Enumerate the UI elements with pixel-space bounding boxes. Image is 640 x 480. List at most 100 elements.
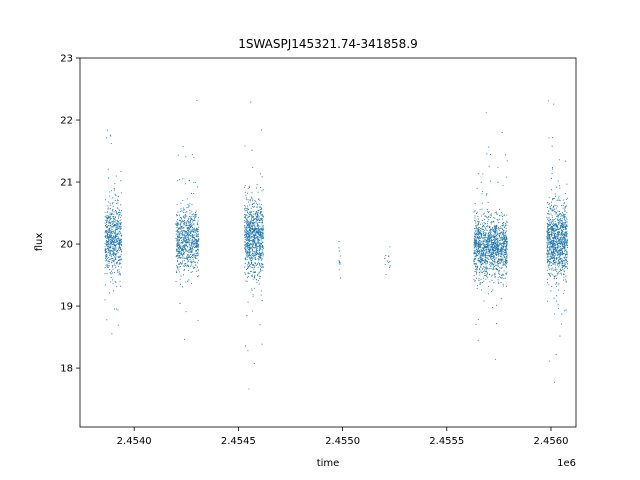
data-point bbox=[565, 281, 567, 283]
data-point bbox=[548, 243, 550, 246]
data-point bbox=[107, 243, 109, 245]
data-point bbox=[120, 259, 123, 261]
data-point bbox=[498, 215, 501, 217]
data-point bbox=[500, 211, 502, 213]
data-point bbox=[482, 253, 484, 255]
data-point bbox=[488, 165, 490, 167]
data-point bbox=[559, 221, 561, 223]
data-point bbox=[482, 270, 484, 273]
data-point bbox=[474, 280, 476, 282]
data-point bbox=[189, 238, 191, 240]
data-point bbox=[114, 224, 116, 226]
data-point bbox=[566, 238, 568, 240]
data-point bbox=[117, 243, 119, 245]
data-point bbox=[495, 238, 498, 240]
data-point bbox=[498, 269, 501, 271]
data-point bbox=[261, 343, 263, 345]
data-point bbox=[251, 255, 254, 257]
data-point bbox=[120, 228, 122, 230]
data-point bbox=[546, 240, 548, 242]
data-point bbox=[192, 223, 194, 225]
data-point bbox=[250, 256, 252, 258]
data-point bbox=[117, 255, 119, 258]
data-point bbox=[550, 177, 553, 179]
data-point bbox=[474, 280, 476, 282]
data-point bbox=[555, 283, 557, 285]
data-point bbox=[254, 221, 256, 224]
data-point bbox=[256, 225, 258, 227]
data-point bbox=[198, 240, 200, 242]
data-point bbox=[110, 238, 112, 240]
data-point bbox=[259, 250, 261, 252]
data-point bbox=[106, 232, 108, 234]
data-point bbox=[497, 181, 499, 183]
data-point bbox=[483, 233, 485, 235]
data-point bbox=[246, 243, 248, 245]
data-point bbox=[253, 275, 255, 277]
data-point bbox=[497, 243, 499, 245]
data-point bbox=[249, 237, 251, 239]
data-point bbox=[248, 253, 250, 255]
data-point bbox=[559, 187, 561, 189]
data-point bbox=[552, 240, 554, 243]
data-point bbox=[550, 245, 552, 248]
data-point bbox=[248, 186, 251, 188]
data-point bbox=[250, 214, 252, 216]
data-point bbox=[176, 214, 178, 216]
data-point bbox=[489, 232, 492, 235]
data-point bbox=[120, 259, 122, 261]
data-point bbox=[546, 231, 548, 233]
data-point bbox=[558, 197, 560, 199]
data-point bbox=[553, 227, 555, 229]
data-point bbox=[178, 243, 180, 245]
data-point bbox=[564, 279, 566, 281]
data-point bbox=[109, 237, 111, 239]
data-point bbox=[549, 261, 551, 263]
data-point bbox=[496, 231, 498, 233]
data-point bbox=[553, 103, 555, 105]
data-point bbox=[247, 192, 249, 194]
data-point bbox=[182, 178, 184, 180]
data-point bbox=[485, 252, 487, 254]
data-point bbox=[246, 248, 248, 250]
data-point bbox=[112, 220, 114, 222]
data-point bbox=[492, 249, 494, 251]
data-point bbox=[259, 256, 262, 258]
data-point bbox=[490, 258, 492, 260]
data-point bbox=[108, 216, 110, 218]
data-point bbox=[176, 220, 178, 222]
data-point bbox=[192, 267, 194, 269]
data-point bbox=[556, 268, 558, 270]
data-point bbox=[497, 265, 499, 267]
data-point bbox=[117, 324, 119, 326]
data-point bbox=[487, 248, 489, 250]
data-point bbox=[108, 248, 110, 251]
data-point bbox=[107, 236, 109, 238]
data-point bbox=[553, 210, 555, 212]
data-point bbox=[245, 236, 247, 238]
data-point bbox=[550, 249, 552, 251]
data-point bbox=[260, 258, 262, 260]
data-point bbox=[250, 228, 252, 230]
data-point bbox=[487, 252, 489, 254]
data-point bbox=[248, 241, 250, 243]
data-point bbox=[502, 254, 504, 256]
data-point bbox=[547, 100, 549, 102]
data-point bbox=[550, 208, 552, 210]
data-point bbox=[186, 237, 188, 239]
data-point bbox=[485, 194, 488, 196]
data-point bbox=[191, 211, 193, 213]
data-point bbox=[560, 270, 562, 272]
data-point bbox=[557, 205, 559, 207]
data-point bbox=[553, 255, 555, 257]
data-point bbox=[248, 225, 250, 227]
data-point bbox=[479, 243, 481, 245]
data-point bbox=[485, 269, 487, 271]
data-point bbox=[114, 219, 116, 221]
data-point bbox=[247, 233, 249, 235]
data-point bbox=[106, 218, 108, 220]
data-point bbox=[197, 236, 199, 238]
data-point bbox=[503, 237, 506, 239]
data-point bbox=[120, 225, 122, 227]
